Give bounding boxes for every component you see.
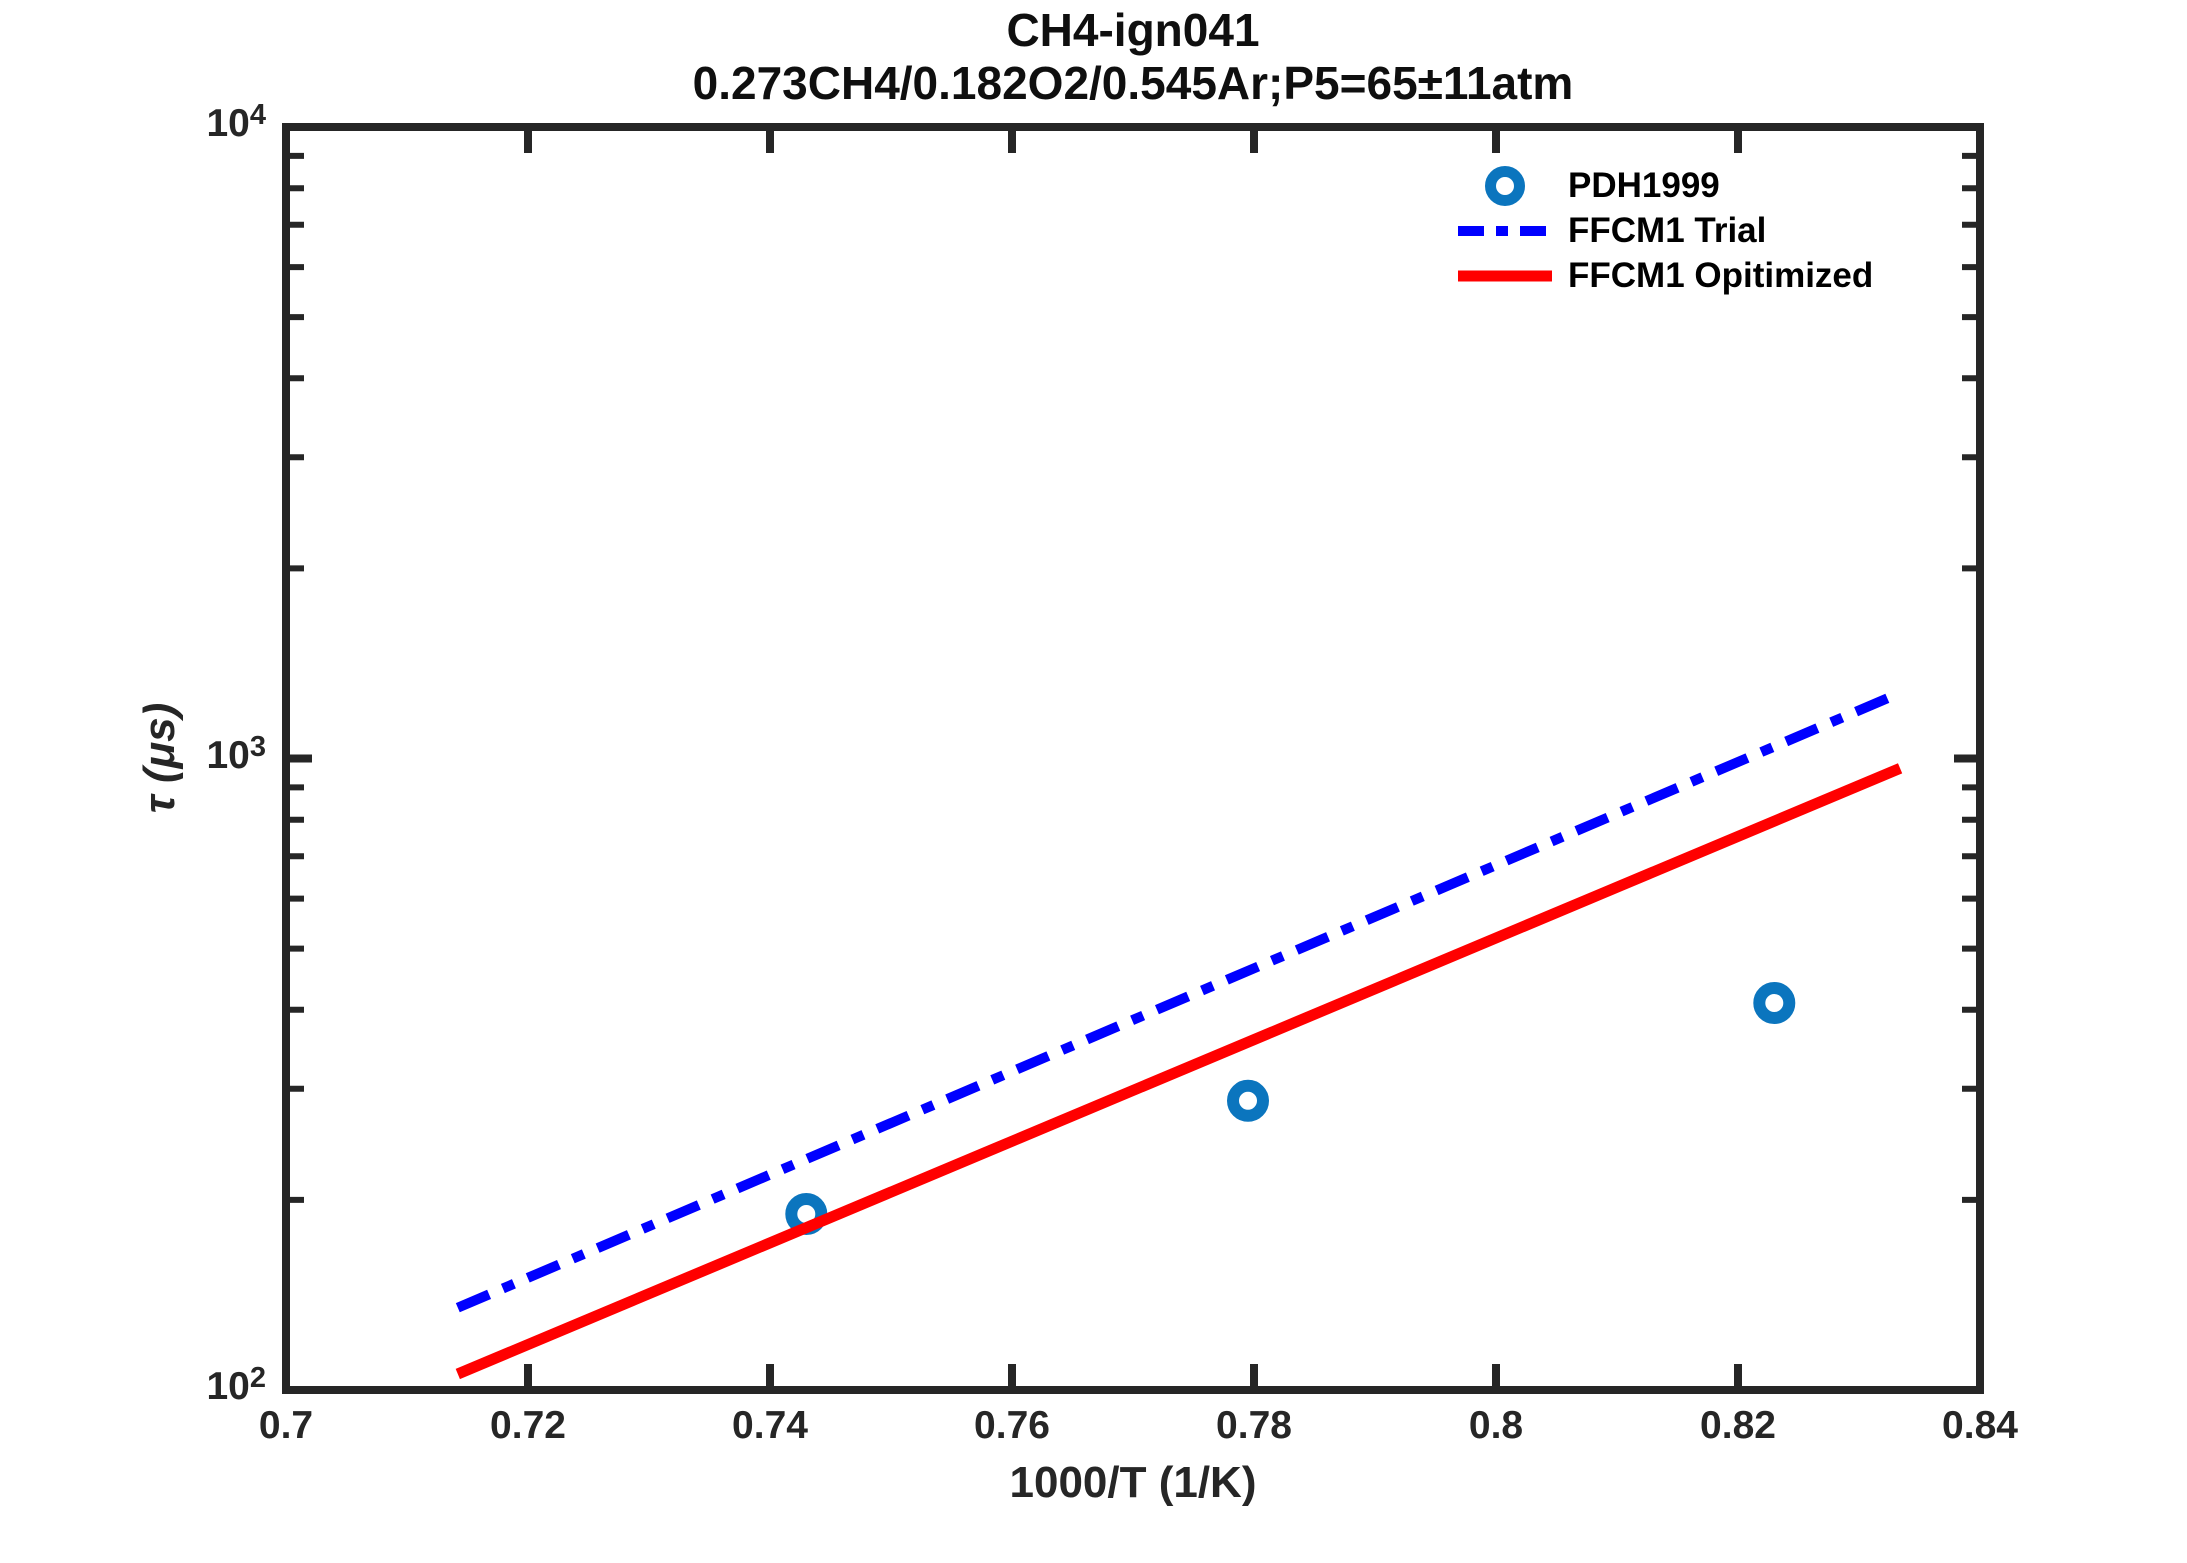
y-tick-label: 103 (206, 730, 266, 777)
data-point-marker (1753, 982, 1796, 1024)
data-point-marker (1227, 1079, 1269, 1122)
circle-marker-icon (1456, 162, 1554, 210)
legend-label: PDH1999 (1568, 165, 1720, 205)
legend-entry-ffcm1-optimized: FFCM1 Opitimized (1456, 253, 1873, 298)
solid-line-icon (1456, 269, 1554, 283)
legend-label: FFCM1 Opitimized (1568, 255, 1874, 295)
series-line-ffcm1-trial (455, 688, 1903, 1313)
x-tick-label: 0.84 (1942, 1404, 2018, 1447)
legend-label: FFCM1 Trial (1568, 210, 1767, 250)
y-tick-label: 102 (206, 1362, 266, 1408)
x-tick-label: 0.82 (1700, 1404, 1776, 1447)
x-axis-label: 1000/T (1/K) (1009, 1458, 1257, 1507)
dash-dot-line-icon (1456, 224, 1554, 238)
x-tick-label: 0.7 (258, 1404, 314, 1447)
x-tick-label: 0.8 (1468, 1404, 1524, 1447)
axes-box (282, 123, 1984, 1394)
x-tick-label: 0.74 (732, 1404, 808, 1447)
chart-title: CH4-ign041 (1006, 4, 1260, 56)
legend: PDH1999 FFCM1 Trial FFCM1 Opitimized (1456, 163, 1873, 298)
x-tick-label: 0.72 (490, 1404, 566, 1447)
y-tick-label: 104 (206, 99, 266, 145)
x-tick-label: 0.78 (1216, 1404, 1292, 1447)
legend-entry-pdh1999: PDH1999 (1456, 163, 1873, 208)
chart-subtitle: 0.273CH4/0.182O2/0.545Ar;P5=65±11atm (692, 57, 1574, 109)
chart-title-block: CH4-ign041 0.273CH4/0.182O2/0.545Ar;P5=6… (286, 4, 1980, 110)
series-line-ffcm1-opitimized (455, 763, 1903, 1380)
legend-entry-ffcm1-trial: FFCM1 Trial (1456, 208, 1873, 253)
x-tick-label: 0.76 (974, 1404, 1050, 1447)
